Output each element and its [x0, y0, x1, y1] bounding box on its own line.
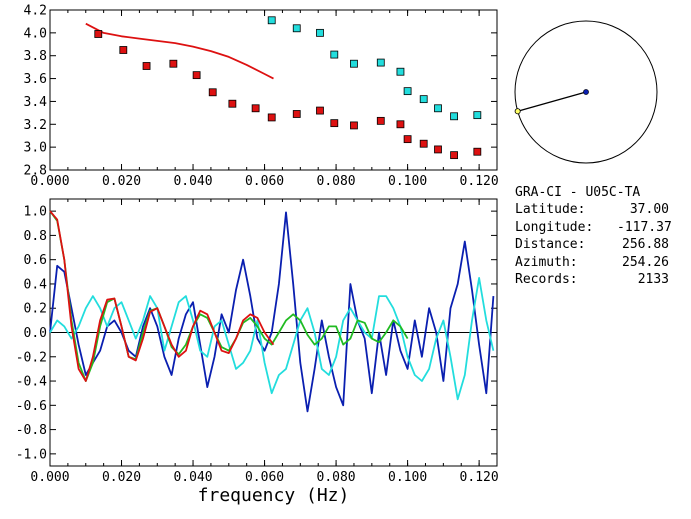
azimuth-map [514, 20, 658, 164]
station-info-value: 37.00 [629, 202, 669, 218]
velocity-series-2-point [316, 28, 324, 37]
velocity-series-2-point [330, 50, 339, 59]
station-info-key: Distance: [515, 237, 586, 253]
correlation-x-axis-label: frequency (Hz) [198, 485, 350, 506]
station-info-key: Azimuth: [515, 254, 578, 270]
station-info-rows: Latitude: 37.00 Longitude: -117.37 Distance:… [515, 201, 687, 288]
velocity-x-tick-label: 0.080 [317, 174, 356, 189]
velocity-series-1-point [434, 145, 442, 154]
correlation-y-tick-label: 0.6 [24, 253, 47, 268]
velocity-series-2-point [376, 58, 385, 67]
station-info-key: Records: [515, 272, 578, 288]
correlation-x-tick-label: 0.100 [388, 470, 427, 485]
velocity-series-2-point [419, 95, 428, 104]
station-info-key: Latitude: [515, 202, 586, 218]
velocity-x-tick-label: 0.020 [102, 174, 141, 189]
station-info-value: 2133 [637, 272, 669, 288]
station-info-value: 254.26 [622, 254, 669, 270]
correlation-series-1-line [49, 276, 495, 401]
correlation-y-tick-label: -0.8 [16, 423, 47, 438]
velocity-plot-frame [49, 9, 498, 171]
velocity-series-1-point [450, 151, 458, 160]
velocity-y-tick-label: 4.0 [24, 26, 47, 41]
velocity-series-1-point [350, 121, 358, 130]
velocity-series-1-point [396, 120, 405, 129]
velocity-y-tick-label: 3.8 [24, 49, 47, 64]
velocity-x-tick-label: 0.040 [173, 174, 212, 189]
velocity-series-2-point [292, 24, 301, 33]
correlation-y-tick-label: -0.6 [16, 399, 47, 414]
station-info-row: Azimuth: 254.26 [515, 254, 687, 271]
velocity-y-tick-label: 3.4 [24, 95, 48, 110]
correlation-y-tick-label: 0.0 [24, 326, 47, 341]
velocity-series-2-point [403, 87, 412, 96]
velocity-series-1-point [292, 110, 301, 118]
station-info-value: 256.88 [622, 237, 669, 253]
velocity-y-tick-label: 4.2 [24, 4, 47, 19]
velocity-series-1-point [330, 119, 339, 128]
correlation-y-tick-label: -1.0 [16, 447, 47, 462]
velocity-panel: 0.000 0.020 0.040 0.060 0.080 0.100 0.120 2.8 3.… [24, 4, 499, 190]
velocity-x-tick-label: 0.000 [30, 174, 69, 189]
station-info-row: Distance: 256.88 [515, 236, 687, 253]
velocity-x-tick-label: 0.060 [245, 174, 284, 189]
correlation-x-tick-label: 0.120 [460, 470, 499, 485]
correlation-series-3-line [49, 210, 275, 382]
correlation-y-tick-label: 0.2 [24, 302, 47, 317]
velocity-series-1-point [403, 135, 412, 144]
velocity-series-1-point [119, 46, 128, 54]
velocity-series-1-point [473, 147, 482, 156]
velocity-series-2-point [267, 16, 276, 25]
correlation-y-tick-label: 0.8 [24, 229, 47, 244]
velocity-y-tick-label: 3.0 [24, 141, 47, 156]
velocity-series-2-point [350, 59, 358, 68]
velocity-x-tick-label: 0.100 [388, 174, 427, 189]
correlation-x-tick-label: 0.040 [173, 470, 212, 485]
station-info-value: -117.37 [617, 219, 672, 235]
azimuth-ray [517, 91, 587, 112]
station-info-row: Records: 2133 [515, 271, 687, 288]
station-center-marker [583, 89, 589, 95]
velocity-series-1-point [208, 88, 217, 97]
velocity-series-1-point [316, 106, 324, 115]
velocity-series-1-point [376, 116, 385, 125]
velocity-series-2-point [434, 104, 442, 113]
velocity-series-1-point [94, 30, 103, 38]
velocity-series-1-point [267, 113, 276, 122]
correlation-series-0-line [49, 211, 495, 413]
velocity-series-1-point [192, 71, 201, 80]
correlation-y-tick-label: 1.0 [24, 205, 47, 220]
correlation-x-tick-label: 0.080 [317, 470, 356, 485]
velocity-series-2-point [450, 112, 458, 121]
source-marker [514, 108, 521, 115]
velocity-series-2-point [473, 111, 482, 120]
velocity-series-2-point [396, 67, 405, 76]
station-pair-title: GRA-CI - U05C-TA [515, 185, 641, 200]
station-info-key: Longitude: [515, 219, 594, 235]
correlation-x-tick-label: 0.020 [102, 470, 141, 485]
velocity-y-tick-label: 2.8 [24, 164, 47, 179]
velocity-x-tick-label: 0.120 [460, 174, 499, 189]
correlation-x-tick-label: 0.000 [30, 470, 69, 485]
velocity-series-1-point [419, 139, 428, 148]
correlation-series-2-line [49, 210, 409, 382]
correlation-panel: 0.000 0.020 0.040 0.060 0.080 0.100 0.120 -1.0 -… [16, 198, 499, 506]
correlation-y-tick-label: 0.4 [24, 277, 48, 292]
velocity-series-1-point [228, 99, 237, 108]
velocity-y-tick-label: 3.2 [24, 118, 47, 133]
correlation-y-tick-label: -0.4 [16, 375, 47, 390]
velocity-series-1-point [251, 104, 260, 113]
velocity-series-0-line [85, 22, 274, 80]
azimuth-circle [514, 20, 658, 164]
correlation-y-tick-label: -0.2 [16, 350, 47, 365]
correlation-x-tick-label: 0.060 [245, 470, 284, 485]
station-info-row: Latitude: 37.00 [515, 201, 687, 218]
station-info-row: Longitude: -117.37 [515, 219, 687, 236]
velocity-series-1-point [169, 59, 178, 68]
velocity-y-tick-label: 3.6 [24, 72, 47, 87]
velocity-series-1-point [142, 62, 151, 70]
station-info-panel: GRA-CI - U05C-TA Latitude: 37.00 Longitude… [515, 184, 687, 288]
